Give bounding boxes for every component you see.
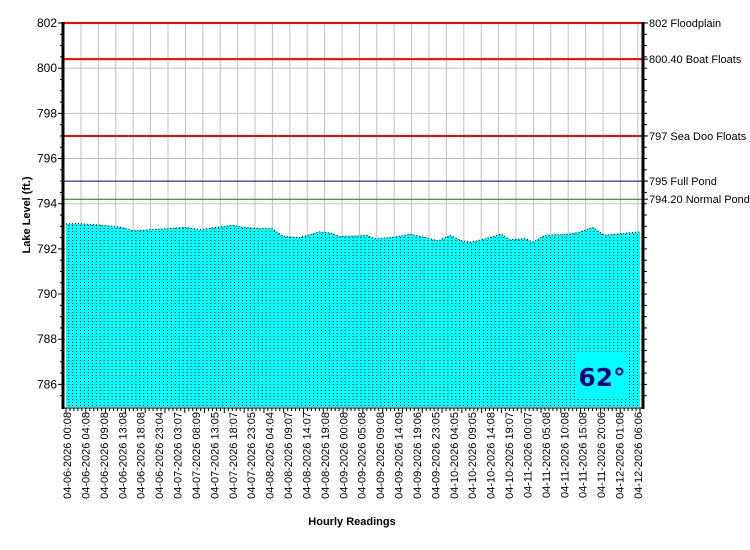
x-tick-label: 04-06-2026 18:08 (136, 412, 148, 499)
x-tick-label: 04-06-2026 13:08 (117, 412, 129, 499)
x-tick-label: 04-11-2026 10:08 (559, 412, 571, 498)
reference-label: 797 Sea Doo Floats (649, 131, 747, 143)
x-tick-label: 04-08-2026 04:04 (265, 412, 277, 499)
x-tick-label: 04-09-2026 09:08 (375, 412, 387, 499)
x-tick-label: 04-07-2026 08:09 (191, 412, 203, 499)
y-tick-label: 796 (37, 152, 57, 166)
x-tick-label: 04-08-2026 19:08 (320, 412, 332, 499)
x-tick-label: 04-09-2026 05:08 (357, 412, 369, 499)
reference-label: 795 Full Pond (649, 176, 717, 188)
x-tick-label: 04-06-2026 04:08 (80, 412, 92, 499)
x-tick-label: 04-07-2026 13:05 (209, 412, 221, 499)
y-tick-label: 802 (37, 16, 57, 30)
x-tick-label: 04-06-2026 09:08 (99, 412, 111, 499)
reference-label: 794.20 Normal Pond (649, 194, 750, 206)
x-tick-label: 04-08-2026 09:07 (283, 412, 295, 499)
lake-level-area (66, 223, 640, 407)
x-tick-label: 04-10-2026 04:05 (449, 412, 461, 499)
x-tick-label: 04-07-2026 18:07 (228, 412, 240, 499)
axes (61, 22, 645, 409)
x-tick-label: 04-11-2026 05:08 (541, 412, 553, 498)
y-tick-label: 786 (37, 377, 57, 391)
x-tick-label: 04-09-2026 19:06 (412, 412, 424, 499)
x-tick-label: 04-11-2026 15:08 (578, 412, 590, 498)
x-tick-label: 04-10-2026 19:07 (504, 412, 516, 499)
lake-level-line (65, 223, 641, 243)
y-tick-label: 792 (37, 242, 57, 256)
reference-label: 800.40 Boat Floats (649, 54, 742, 66)
reference-label: 802 Floodplain (649, 18, 721, 30)
x-tick-label: 04-07-2026 03:07 (173, 412, 185, 499)
x-tick-label: 04-12-2026 06:06 (633, 412, 645, 499)
reference-lines: 802 Floodplain 800.40 Boat Floats 797 Sea … (64, 18, 750, 206)
temperature-value: 62° (578, 363, 625, 392)
x-axis-label: Hourly Readings (308, 516, 395, 528)
x-tick-label: 04-11-2026 20:06 (596, 412, 608, 498)
x-tick-label: 04-06-2026 00:08 (62, 412, 74, 499)
x-tick-label: 04-07-2026 23:05 (246, 412, 258, 499)
y-axis-label: Lake Level (ft.) (21, 176, 33, 253)
x-axis-ticks: 04-06-2026 00:08 04-06-2026 04:08 04-06-20… (62, 408, 645, 499)
x-tick-label: 04-11-2026 00:07 (522, 412, 534, 498)
x-tick-label: 04-10-2026 09:05 (467, 412, 479, 499)
x-tick-label: 04-08-2026 14:07 (301, 412, 313, 499)
x-tick-label: 04-06-2026 23:04 (154, 412, 166, 499)
x-tick-label: 04-10-2026 14:08 (486, 412, 498, 499)
y-tick-label: 794 (37, 197, 57, 211)
y-tick-label: 798 (37, 106, 57, 120)
y-tick-label: 788 (37, 332, 57, 346)
x-tick-label: 04-09-2026 00:08 (338, 412, 350, 499)
y-tick-label: 790 (37, 287, 57, 301)
temperature-badge: 62° (576, 353, 628, 397)
y-axis-ticks: 786 788 790 792 794 796 798 800 802 (37, 16, 647, 397)
x-tick-label: 04-12-2026 01:08 (615, 412, 627, 499)
x-tick-label: 04-09-2026 14:09 (394, 412, 406, 499)
x-tick-label: 04-09-2026 23:05 (430, 412, 442, 499)
y-tick-label: 800 (37, 61, 57, 75)
